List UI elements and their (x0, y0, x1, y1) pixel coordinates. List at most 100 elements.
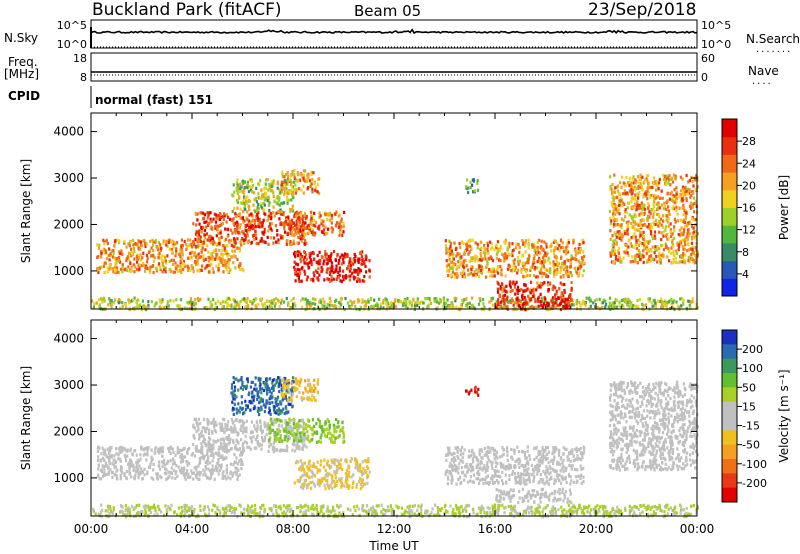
echo-cell (330, 264, 333, 268)
echo-cell (307, 508, 310, 512)
echo-cell (691, 245, 694, 249)
echo-cell (218, 237, 221, 241)
echo-cell (462, 300, 465, 304)
echo-cell (630, 205, 633, 209)
echo-cell (585, 296, 588, 300)
echo-cell (196, 240, 199, 244)
echo-cell (655, 180, 658, 184)
echo-cell (533, 265, 537, 269)
echo-cell (570, 286, 573, 290)
echo-cell (194, 211, 197, 215)
echo-cell (342, 225, 345, 229)
echo-cell (183, 504, 186, 508)
echo-cell (614, 223, 617, 227)
echo-cell (195, 232, 198, 236)
echo-cell (581, 302, 584, 306)
echo-region (464, 178, 480, 195)
echo-cell (664, 228, 667, 232)
echo-cell (653, 504, 656, 509)
echo-cell (109, 252, 112, 256)
echo-cell (131, 269, 134, 273)
echo-cell (236, 237, 239, 241)
echo-cell (642, 181, 645, 185)
echo-cell (294, 183, 297, 187)
echo-cell (251, 190, 254, 194)
nave-dots: .... (752, 76, 773, 87)
echo-cell (118, 451, 121, 455)
echo-cell (151, 243, 154, 247)
echo-cell (613, 301, 616, 305)
echo-cell (343, 252, 347, 256)
nave-label: Nave (748, 64, 779, 78)
echo-cell (364, 304, 367, 308)
echo-cell (108, 505, 112, 509)
echo-cell (562, 262, 565, 266)
echo-cell (189, 303, 192, 307)
echo-cell (579, 303, 582, 308)
echo-cell (594, 508, 597, 512)
echo-cell (221, 215, 224, 219)
echo-cell (116, 266, 119, 270)
echo-cell (406, 297, 409, 301)
echo-cell (682, 220, 685, 224)
echo-cell (247, 184, 250, 188)
echo-cell (309, 221, 312, 225)
echo-cell (312, 297, 315, 301)
echo-cell (634, 222, 637, 226)
echo-cell (340, 262, 343, 266)
echo-cell (627, 226, 630, 230)
echo-cell (204, 236, 207, 240)
echo-cell (559, 238, 563, 242)
echo-cell (196, 244, 199, 248)
echo-cell (676, 241, 679, 245)
echo-cell (137, 240, 140, 244)
echo-cell (625, 248, 628, 252)
echo-cell (575, 271, 579, 275)
echo-cell (283, 175, 286, 179)
echo-cell (682, 203, 685, 207)
echo-cell (128, 463, 132, 467)
echo-cell (181, 253, 184, 257)
echo-cell (555, 289, 558, 293)
echo-cell (227, 253, 230, 257)
echo-cell (317, 278, 320, 282)
echo-cell (243, 299, 246, 303)
echo-cell (241, 218, 245, 222)
echo-cell (655, 254, 658, 259)
echo-cell (660, 217, 663, 221)
echo-cell (694, 253, 697, 258)
echo-cell (530, 505, 533, 509)
echo-cell (683, 228, 686, 232)
echo-cell (528, 511, 531, 515)
echo-cell (230, 239, 233, 243)
echo-cell (505, 284, 508, 288)
echo-cell (117, 259, 120, 263)
echo-cell (197, 237, 200, 241)
echo-cell (589, 299, 592, 303)
echo-cell (293, 301, 296, 305)
echo-cell (661, 302, 664, 306)
echo-cell (480, 258, 483, 262)
echo-cell (203, 234, 206, 238)
echo-cell (391, 513, 394, 517)
echo-cell (642, 230, 645, 234)
echo-cell (667, 224, 671, 228)
echo-cell (454, 275, 457, 279)
echo-cell (183, 262, 186, 267)
echo-cell (588, 297, 591, 301)
echo-cell (258, 225, 261, 229)
echo-cell (524, 239, 527, 243)
echo-cell (567, 241, 570, 245)
echo-cell (176, 240, 179, 245)
echo-cell (286, 504, 289, 508)
echo-cell (238, 453, 242, 457)
echo-cell (616, 230, 619, 234)
echo-cell (254, 507, 257, 512)
echo-cell (613, 252, 616, 257)
echo-cell (460, 260, 463, 264)
echo-cell (295, 212, 298, 216)
echo-cell (672, 207, 676, 211)
echo-cell (286, 201, 289, 205)
echo-cell (473, 270, 476, 274)
echo-cell (683, 186, 687, 190)
